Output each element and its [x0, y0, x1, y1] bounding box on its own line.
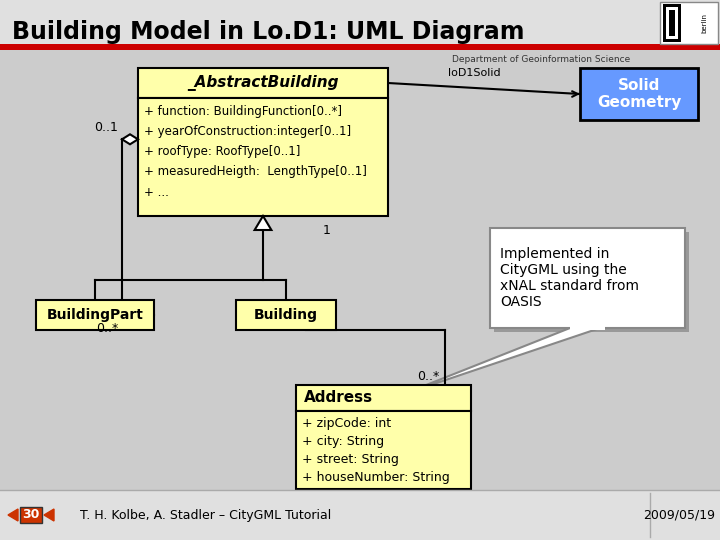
Polygon shape: [8, 509, 18, 521]
Text: + yearOfConstruction:integer[0..1]: + yearOfConstruction:integer[0..1]: [144, 125, 351, 138]
Bar: [296, 411, 471, 489]
Text: Address: Address: [304, 390, 373, 406]
Text: + city: String: + city: String: [302, 435, 384, 449]
Text: Implemented in
CityGML using the
xNAL standard from
OASIS: Implemented in CityGML using the xNAL st…: [500, 247, 639, 309]
Polygon shape: [44, 509, 54, 521]
Bar: [36, 300, 154, 330]
Bar: [580, 68, 698, 120]
Text: 0..1: 0..1: [94, 121, 118, 134]
Bar: [663, 4, 681, 42]
Bar: [296, 385, 471, 411]
Text: Building Model in Lo.D1: UML Diagram: Building Model in Lo.D1: UML Diagram: [12, 20, 524, 44]
Text: _AbstractBuilding: _AbstractBuilding: [187, 75, 338, 91]
Bar: [236, 300, 336, 330]
Bar: [0, 50, 720, 490]
Bar: [138, 68, 388, 98]
Text: 2009/05/19: 2009/05/19: [643, 509, 715, 522]
Bar: [660, 2, 718, 44]
Text: + zipCode: int: + zipCode: int: [302, 417, 391, 430]
Text: + measuredHeigth:  LengthType[0..1]: + measuredHeigth: LengthType[0..1]: [144, 165, 367, 179]
Text: loD1Solid: loD1Solid: [448, 68, 500, 78]
Text: Building: Building: [254, 308, 318, 322]
Text: Department of Geoinformation Science: Department of Geoinformation Science: [451, 55, 630, 64]
Text: + houseNumber: String: + houseNumber: String: [302, 471, 450, 484]
Text: + street: String: + street: String: [302, 454, 399, 467]
Bar: [570, 326, 605, 330]
Bar: [138, 98, 388, 216]
Bar: [666, 7, 678, 39]
Bar: [0, 490, 720, 540]
Bar: [20, 507, 42, 523]
Bar: [669, 10, 675, 36]
Bar: [494, 232, 689, 332]
Text: Solid
Geometry: Solid Geometry: [597, 78, 681, 110]
Text: + roofType: RoofType[0..1]: + roofType: RoofType[0..1]: [144, 145, 300, 159]
Bar: [0, 44, 720, 50]
Bar: [0, 0, 720, 50]
Text: T. H. Kolbe, A. Stadler – CityGML Tutorial: T. H. Kolbe, A. Stadler – CityGML Tutori…: [80, 509, 331, 522]
Text: 1: 1: [323, 225, 331, 238]
Bar: [490, 228, 685, 328]
Text: + function: BuildingFunction[0..*]: + function: BuildingFunction[0..*]: [144, 105, 342, 118]
Text: + ...: + ...: [144, 186, 169, 199]
Polygon shape: [401, 328, 600, 395]
Text: 30: 30: [22, 509, 40, 522]
Text: 0..*: 0..*: [418, 370, 440, 383]
Text: berlin: berlin: [701, 13, 707, 33]
Polygon shape: [122, 134, 138, 144]
Text: BuildingPart: BuildingPart: [47, 308, 143, 322]
Polygon shape: [255, 216, 271, 230]
Text: 0..*: 0..*: [96, 322, 118, 335]
